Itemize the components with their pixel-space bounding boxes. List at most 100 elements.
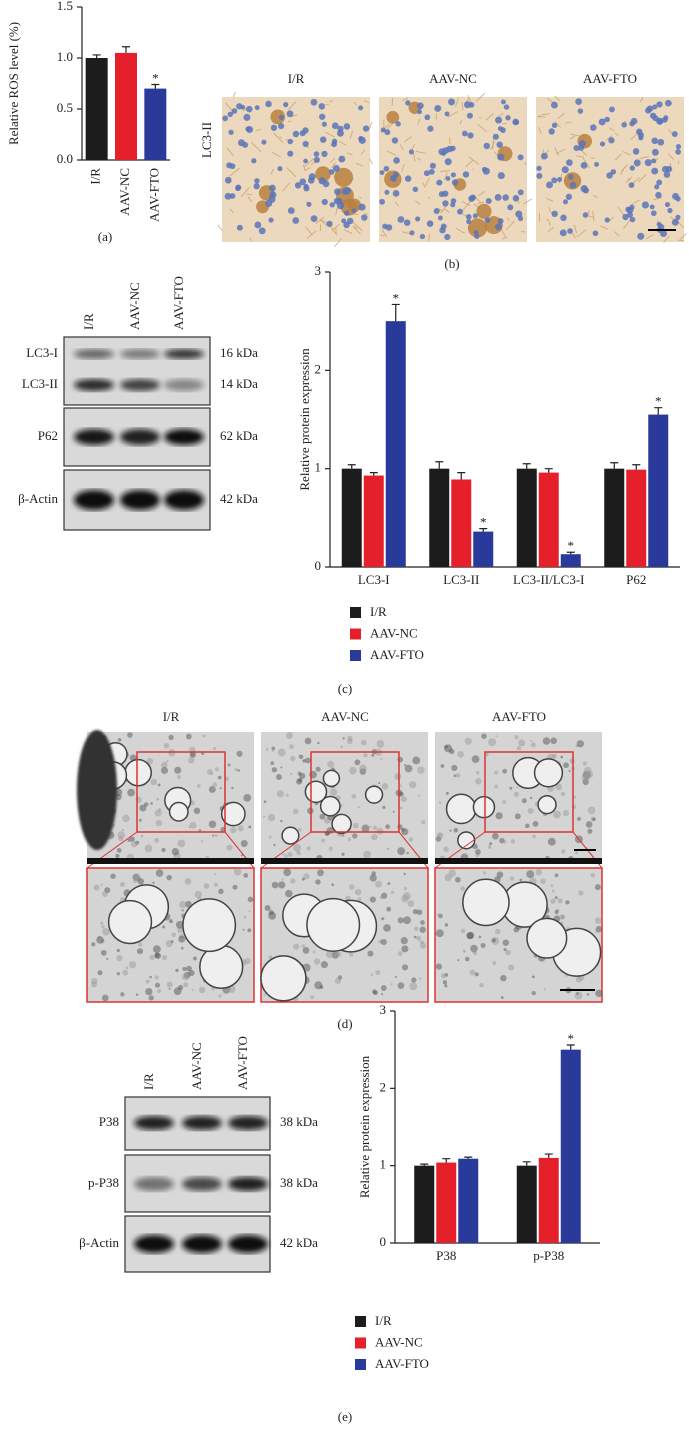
tem-texture bbox=[371, 753, 375, 757]
ihc-nucleus bbox=[551, 177, 558, 184]
tem-texture bbox=[409, 982, 418, 991]
tem-texture bbox=[313, 958, 321, 965]
ihc-nucleus bbox=[466, 218, 472, 225]
bar bbox=[626, 469, 647, 567]
ihc-nucleus bbox=[245, 126, 251, 132]
ihc-nucleus bbox=[278, 114, 285, 121]
ihc-nucleus bbox=[512, 194, 520, 202]
tem-texture bbox=[381, 917, 385, 921]
tem-texture bbox=[234, 768, 238, 772]
ihc-nucleus bbox=[358, 203, 366, 211]
tem-texture bbox=[397, 982, 405, 990]
legend-label: AAV-NC bbox=[370, 625, 418, 640]
tem-texture bbox=[514, 735, 519, 740]
tem-texture bbox=[285, 793, 289, 797]
blot-row-label: P62 bbox=[38, 428, 58, 443]
tem-texture bbox=[394, 975, 398, 979]
x-tick-label: P38 bbox=[436, 1248, 456, 1263]
ihc-texture bbox=[569, 135, 576, 140]
lane-label: AAV-NC bbox=[189, 1042, 204, 1090]
ihc-nucleus bbox=[604, 217, 610, 223]
tem-texture bbox=[550, 884, 554, 887]
tem-vesicle bbox=[107, 899, 153, 945]
ihc-nucleus bbox=[663, 171, 671, 178]
tem-zoom-box bbox=[310, 751, 400, 833]
tem-texture bbox=[471, 755, 480, 763]
tem-texture bbox=[495, 928, 501, 935]
tem-texture bbox=[301, 944, 306, 948]
ihc-nucleus bbox=[286, 110, 294, 118]
tem-texture bbox=[403, 872, 406, 876]
tem-texture bbox=[530, 742, 536, 748]
tem-texture bbox=[401, 945, 409, 953]
tem-texture bbox=[150, 778, 158, 786]
blot-band bbox=[134, 1235, 174, 1253]
ihc-nucleus bbox=[438, 191, 445, 198]
tem-texture bbox=[175, 968, 179, 973]
lane-label: I/R bbox=[81, 313, 96, 330]
tem-vesicle bbox=[306, 897, 361, 952]
ihc-nucleus bbox=[629, 165, 635, 171]
tem-texture bbox=[280, 766, 283, 769]
x-tick-label: AAV-FTO bbox=[146, 168, 161, 222]
tem-texture bbox=[212, 834, 215, 837]
ihc-nucleus bbox=[258, 227, 266, 235]
bar bbox=[115, 52, 137, 160]
ihc-nucleus bbox=[536, 172, 543, 179]
ihc-texture bbox=[622, 219, 631, 230]
ihc-texture bbox=[412, 152, 416, 162]
ihc-texture bbox=[354, 225, 358, 230]
tem-texture bbox=[217, 775, 222, 780]
lane-label: AAV-FTO bbox=[171, 276, 186, 330]
tem-texture bbox=[319, 985, 324, 990]
ihc-nucleus bbox=[649, 204, 655, 210]
ihc-texture bbox=[363, 100, 370, 104]
ihc-nucleus bbox=[224, 176, 232, 184]
tem-texture bbox=[176, 775, 181, 780]
ihc-nucleus bbox=[318, 103, 326, 110]
tem-texture bbox=[137, 878, 145, 885]
tem-texture bbox=[372, 825, 378, 831]
ihc-texture bbox=[302, 164, 306, 171]
ihc-nucleus bbox=[474, 233, 480, 239]
blot-band bbox=[74, 379, 114, 391]
legend-swatch bbox=[350, 650, 361, 661]
ihc-texture bbox=[653, 197, 663, 201]
bar bbox=[341, 468, 362, 567]
ihc-nucleus bbox=[466, 112, 473, 119]
y-tick-label: 0 bbox=[315, 558, 322, 573]
ihc-nucleus bbox=[313, 156, 320, 163]
error-bar bbox=[122, 46, 130, 53]
blot-band bbox=[182, 1116, 222, 1130]
ihc-texture bbox=[617, 206, 625, 216]
ihc-nucleus bbox=[568, 174, 574, 180]
ihc-nucleus bbox=[397, 216, 405, 223]
ihc-nucleus bbox=[222, 115, 229, 122]
y-tick-label: 0 bbox=[380, 1234, 387, 1249]
ihc-texture bbox=[645, 234, 655, 240]
blot-size-label: 38 kDa bbox=[280, 1175, 318, 1190]
ihc-nucleus bbox=[582, 212, 589, 218]
tem-texture bbox=[271, 746, 276, 751]
ihc-texture bbox=[334, 237, 342, 248]
legend-label: AAV-NC bbox=[375, 1334, 423, 1349]
y-tick-label: 3 bbox=[380, 1002, 387, 1017]
tem-texture bbox=[466, 932, 474, 940]
ihc-nucleus bbox=[426, 220, 434, 227]
ihc-nucleus bbox=[336, 129, 344, 137]
bar bbox=[648, 414, 669, 567]
tem-vesicle bbox=[281, 826, 300, 845]
ihc-nucleus bbox=[393, 157, 400, 164]
tem-texture bbox=[135, 993, 139, 996]
ihc-nucleus bbox=[434, 104, 442, 112]
ihc-nucleus bbox=[393, 171, 399, 178]
tem-texture bbox=[237, 825, 244, 832]
tem-texture bbox=[93, 884, 100, 891]
tem-texture bbox=[376, 739, 385, 748]
ihc-nucleus bbox=[667, 207, 673, 214]
tem-texture bbox=[527, 807, 534, 814]
tem-texture bbox=[242, 928, 245, 931]
tem-texture bbox=[285, 731, 293, 739]
bar bbox=[144, 88, 167, 160]
ihc-stained-cell bbox=[270, 109, 286, 125]
